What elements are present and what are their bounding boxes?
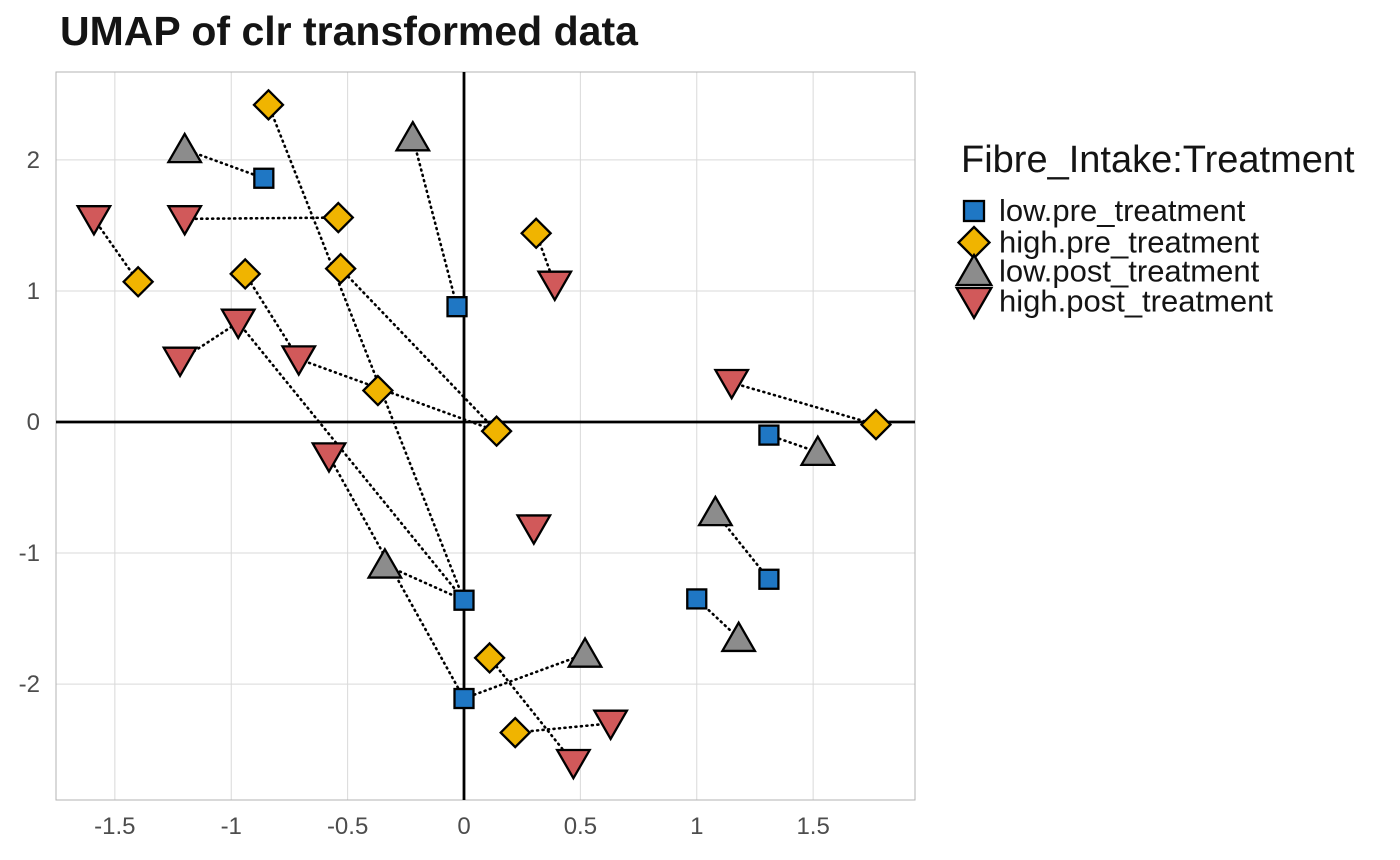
svg-text:1: 1 — [27, 278, 40, 305]
svg-text:-1.5: -1.5 — [94, 813, 135, 840]
svg-text:1: 1 — [690, 813, 703, 840]
svg-text:0.5: 0.5 — [564, 813, 597, 840]
svg-text:high.post_treatment: high.post_treatment — [999, 284, 1273, 319]
svg-text:-2: -2 — [19, 671, 40, 698]
svg-text:-1: -1 — [221, 813, 242, 840]
svg-text:0: 0 — [27, 409, 40, 436]
svg-text:Fibre_Intake:Treatment: Fibre_Intake:Treatment — [961, 139, 1355, 181]
svg-text:1.5: 1.5 — [796, 813, 829, 840]
svg-text:2: 2 — [27, 147, 40, 174]
svg-text:low.pre_treatment: low.pre_treatment — [999, 193, 1246, 228]
svg-text:-1: -1 — [19, 540, 40, 567]
svg-text:-0.5: -0.5 — [327, 813, 368, 840]
svg-text:0: 0 — [457, 813, 470, 840]
